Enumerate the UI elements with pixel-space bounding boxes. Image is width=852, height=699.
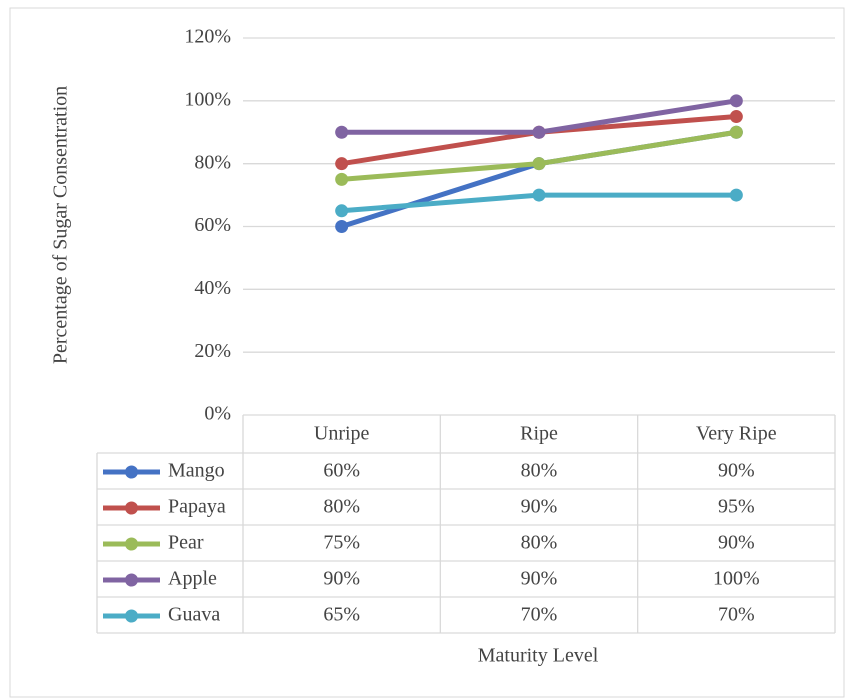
legend-label: Pear [168,532,204,554]
table-value: 95% [718,496,755,518]
table-value: 90% [718,532,755,554]
table-value: 90% [323,568,360,590]
series-marker [335,172,349,186]
series-marker [532,125,546,139]
table-value: 60% [323,460,360,482]
y-tick-label: 60% [194,214,231,236]
table-value: 70% [521,604,558,626]
x-tick-label: Unripe [314,423,370,445]
series-marker [532,188,546,202]
legend-label: Apple [168,568,217,590]
table-value: 65% [323,604,360,626]
table-value: 100% [713,568,760,590]
legend-key-marker [125,537,138,551]
series-marker [729,94,743,108]
table-value: 70% [718,604,755,626]
y-tick-label: 40% [194,277,231,299]
legend-label: Guava [168,604,220,626]
table-value: 80% [521,532,558,554]
series-marker [335,125,349,139]
x-axis-label: Maturity Level [478,645,599,667]
y-tick-label: 120% [184,26,231,48]
x-tick-label: Very Ripe [696,423,777,445]
series-marker [729,110,743,124]
legend-label: Mango [168,460,225,482]
y-tick-label: 0% [204,403,231,425]
series-marker [335,220,349,233]
legend-key-marker [125,501,138,515]
table-value: 75% [323,532,360,554]
x-tick-label: Ripe [520,423,558,445]
table-value: 90% [521,496,558,518]
series-marker [729,188,743,202]
series-marker [335,157,349,171]
legend-label: Papaya [168,496,226,518]
series-marker [532,157,546,171]
legend-key-marker [125,465,138,479]
legend-key-marker [125,573,138,587]
y-axis-label: Percentage of Sugar Consentration [50,86,72,364]
y-tick-label: 80% [194,151,231,173]
series-marker [729,125,743,139]
series-marker [335,204,349,218]
y-tick-label: 100% [184,88,231,110]
table-value: 80% [521,460,558,482]
table-value: 90% [718,460,755,482]
legend-key-marker [125,609,138,623]
y-tick-label: 20% [194,340,231,362]
table-value: 80% [323,496,360,518]
table-value: 90% [521,568,558,590]
